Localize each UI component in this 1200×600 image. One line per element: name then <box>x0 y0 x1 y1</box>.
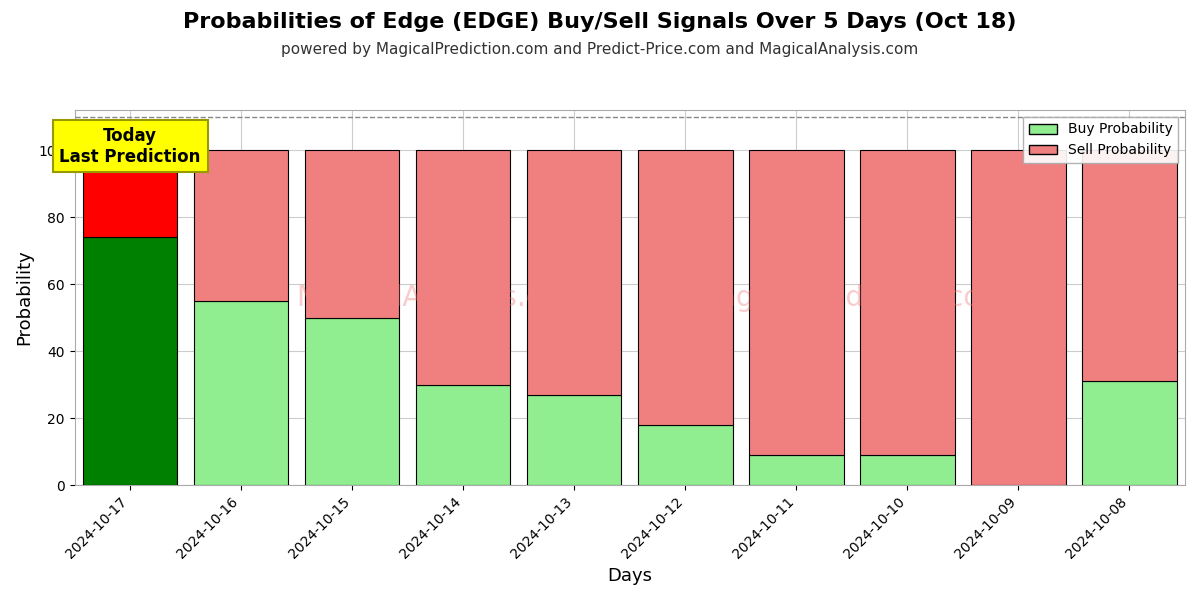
Bar <box>860 455 955 485</box>
Bar <box>83 150 178 237</box>
Legend: Buy Probability, Sell Probability: Buy Probability, Sell Probability <box>1024 117 1178 163</box>
Text: powered by MagicalPrediction.com and Predict-Price.com and MagicalAnalysis.com: powered by MagicalPrediction.com and Pre… <box>281 42 919 57</box>
Bar <box>971 150 1066 485</box>
Bar <box>527 395 622 485</box>
Text: MagicalAnalysis.com: MagicalAnalysis.com <box>296 284 586 311</box>
Bar <box>83 237 178 485</box>
Bar <box>1082 150 1177 382</box>
Text: Today
Last Prediction: Today Last Prediction <box>60 127 200 166</box>
Bar <box>416 150 510 385</box>
Bar <box>527 150 622 395</box>
Bar <box>305 150 400 317</box>
Text: MagicalPrediction.com: MagicalPrediction.com <box>696 284 1008 311</box>
Bar <box>416 385 510 485</box>
Bar <box>1082 382 1177 485</box>
Bar <box>638 425 732 485</box>
Bar <box>749 455 844 485</box>
Bar <box>860 150 955 455</box>
Bar <box>749 150 844 455</box>
Y-axis label: Probability: Probability <box>16 250 34 346</box>
Bar <box>305 317 400 485</box>
Bar <box>638 150 732 425</box>
X-axis label: Days: Days <box>607 567 653 585</box>
Bar <box>194 301 288 485</box>
Text: Probabilities of Edge (EDGE) Buy/Sell Signals Over 5 Days (Oct 18): Probabilities of Edge (EDGE) Buy/Sell Si… <box>184 12 1016 32</box>
Bar <box>194 150 288 301</box>
